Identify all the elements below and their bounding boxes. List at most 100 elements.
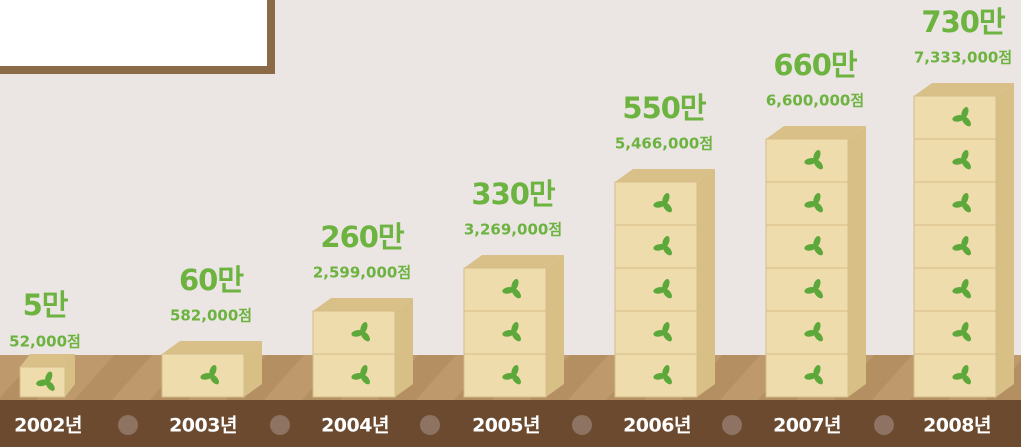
leaf xyxy=(502,330,515,337)
count-short: 260만 xyxy=(320,220,405,254)
leaf xyxy=(360,374,370,385)
leaf xyxy=(511,288,521,299)
leaf xyxy=(511,374,521,385)
box-side xyxy=(697,212,715,268)
count-full: 6,600,000점 xyxy=(766,92,864,110)
leaf xyxy=(813,236,821,248)
box-side xyxy=(996,169,1014,225)
count-full: 52,000점 xyxy=(9,333,81,351)
leaf xyxy=(952,287,965,294)
count-full: 3,269,000점 xyxy=(464,221,562,239)
leaf xyxy=(813,150,821,162)
box-side xyxy=(848,255,866,311)
leaf xyxy=(804,158,817,165)
leaf xyxy=(511,331,521,342)
box-top xyxy=(615,169,715,182)
leaf xyxy=(653,201,666,208)
leaf xyxy=(209,374,219,385)
leaf xyxy=(511,365,519,377)
leaf xyxy=(662,279,670,291)
leaf xyxy=(952,330,965,337)
timeline-dot xyxy=(118,415,138,435)
box-top xyxy=(766,126,866,139)
timeline-bar xyxy=(0,400,1021,447)
box-side xyxy=(546,341,564,397)
box-side xyxy=(996,341,1014,397)
leaf xyxy=(804,201,817,208)
box-side xyxy=(996,83,1014,139)
count-short: 5만 xyxy=(23,288,69,322)
box-side xyxy=(65,354,75,397)
leaf xyxy=(502,287,515,294)
leaf xyxy=(961,322,969,334)
leaf xyxy=(961,159,971,170)
leaf xyxy=(45,371,53,384)
panel xyxy=(0,0,275,74)
count-full: 7,333,000점 xyxy=(914,49,1012,67)
box-side xyxy=(697,169,715,225)
leaf xyxy=(200,373,213,380)
leaf xyxy=(813,365,821,377)
leaf xyxy=(511,279,519,291)
box-side xyxy=(848,169,866,225)
box-side xyxy=(848,212,866,268)
leaf xyxy=(360,365,368,377)
box-side xyxy=(395,341,413,397)
year-label: 2006년 xyxy=(623,415,691,437)
box-side xyxy=(996,126,1014,182)
box-top xyxy=(914,83,1014,96)
leaf xyxy=(662,374,672,385)
box-side xyxy=(395,298,413,354)
leaf xyxy=(653,373,666,380)
leaf xyxy=(45,380,55,391)
box-side xyxy=(996,212,1014,268)
leaf xyxy=(653,244,666,251)
count-full: 2,599,000점 xyxy=(313,264,411,282)
leaf xyxy=(804,373,817,380)
count-short: 730만 xyxy=(921,5,1006,39)
leaf xyxy=(360,331,370,342)
leaf xyxy=(209,365,217,377)
leaf xyxy=(511,322,519,334)
leaf xyxy=(952,373,965,380)
leaf xyxy=(961,236,969,248)
box-top xyxy=(313,298,413,311)
count-short: 60만 xyxy=(179,263,244,297)
box-top xyxy=(20,354,75,367)
leaf xyxy=(961,245,971,256)
leaf xyxy=(961,331,971,342)
leaf xyxy=(804,287,817,294)
leaf xyxy=(961,288,971,299)
year-label: 2008년 xyxy=(923,415,991,437)
year-label: 2005년 xyxy=(472,415,540,437)
leaf xyxy=(662,193,670,205)
leaf xyxy=(662,365,670,377)
leaf xyxy=(813,374,823,385)
year-label: 2007년 xyxy=(773,415,841,437)
year-label: 2002년 xyxy=(14,415,82,437)
count-short: 660만 xyxy=(773,48,858,82)
box-side xyxy=(697,298,715,354)
leaf xyxy=(952,201,965,208)
box-side xyxy=(244,341,262,397)
leaf xyxy=(961,279,969,291)
leaf xyxy=(653,287,666,294)
box-side xyxy=(697,341,715,397)
leaf xyxy=(961,107,969,119)
leaf xyxy=(662,202,672,213)
leaf xyxy=(813,245,823,256)
year-label: 2003년 xyxy=(169,415,237,437)
timeline-dot xyxy=(722,415,742,435)
timeline-dot xyxy=(420,415,440,435)
leaf xyxy=(813,202,823,213)
leaf xyxy=(662,322,670,334)
leaf xyxy=(961,116,971,127)
leaf xyxy=(813,331,823,342)
leaf xyxy=(961,365,969,377)
leaf xyxy=(804,244,817,251)
leaf xyxy=(813,288,823,299)
count-full: 5,466,000점 xyxy=(615,135,713,153)
leaf xyxy=(961,193,969,205)
